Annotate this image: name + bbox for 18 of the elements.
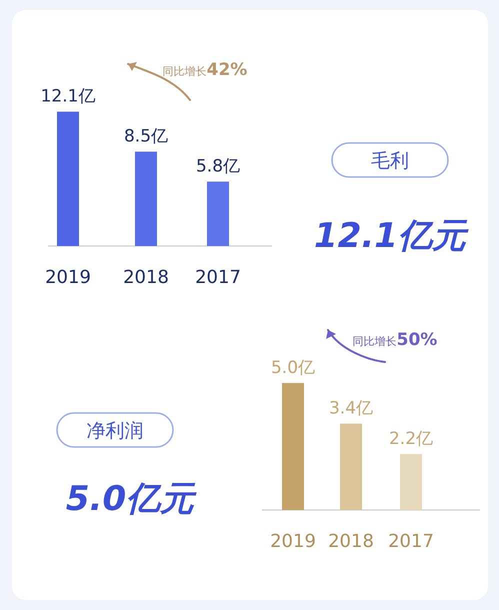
text: 5.0亿元 (66, 479, 198, 519)
x-tick-label: 2018 (123, 267, 169, 288)
text: 12.1亿元 (314, 216, 469, 256)
x-tick-label: 2017 (195, 267, 241, 288)
data-label: 12.1亿 (40, 86, 96, 107)
text: 毛利 (371, 150, 409, 172)
text: 同比增长42% (162, 60, 248, 80)
x-tick-label: 2019 (270, 531, 316, 552)
x-tick-label: 2017 (388, 531, 434, 552)
text: 净利润 (86, 420, 144, 442)
data-label: 5.8亿 (196, 156, 240, 177)
text: 同比增长50% (352, 330, 438, 350)
data-label: 3.4亿 (328, 398, 374, 419)
data-label: 8.5亿 (124, 126, 168, 147)
x-tick-label: 2019 (45, 267, 91, 288)
x-tick-label: 2018 (328, 531, 374, 552)
data-label: 5.0亿 (270, 358, 316, 378)
data-label: 2.2亿 (388, 429, 434, 450)
